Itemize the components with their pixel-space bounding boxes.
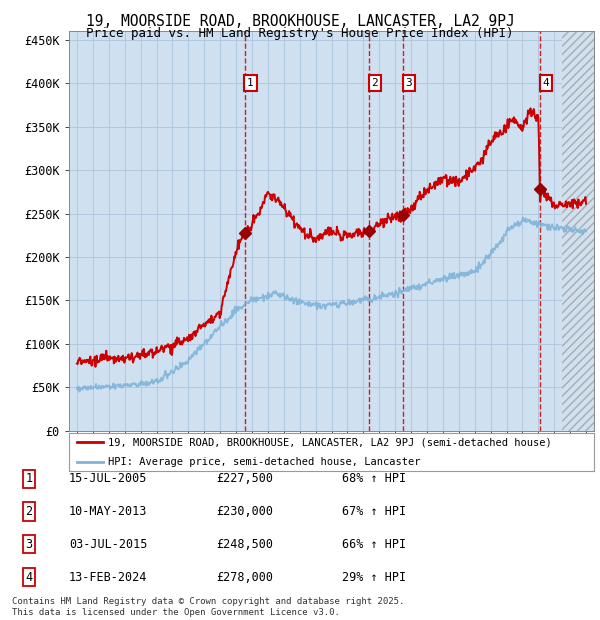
Bar (562, 31, 594, 431)
Text: 2: 2 (371, 78, 378, 88)
Text: 3: 3 (25, 538, 32, 551)
Text: £278,000: £278,000 (216, 571, 273, 583)
Text: 66% ↑ HPI: 66% ↑ HPI (342, 538, 406, 551)
Text: 19, MOORSIDE ROAD, BROOKHOUSE, LANCASTER, LA2 9PJ: 19, MOORSIDE ROAD, BROOKHOUSE, LANCASTER… (86, 14, 514, 29)
Text: 3: 3 (406, 78, 412, 88)
Text: £227,500: £227,500 (216, 472, 273, 485)
Text: 15-JUL-2005: 15-JUL-2005 (69, 472, 148, 485)
Text: HPI: Average price, semi-detached house, Lancaster: HPI: Average price, semi-detached house,… (109, 456, 421, 467)
Text: 1: 1 (25, 472, 32, 485)
Text: 4: 4 (542, 78, 550, 88)
Text: 68% ↑ HPI: 68% ↑ HPI (342, 472, 406, 485)
Text: Price paid vs. HM Land Registry's House Price Index (HPI): Price paid vs. HM Land Registry's House … (86, 27, 514, 40)
Text: Contains HM Land Registry data © Crown copyright and database right 2025.
This d: Contains HM Land Registry data © Crown c… (12, 598, 404, 617)
Text: 4: 4 (25, 571, 32, 583)
Text: 03-JUL-2015: 03-JUL-2015 (69, 538, 148, 551)
Text: £230,000: £230,000 (216, 505, 273, 518)
Text: 2: 2 (25, 505, 32, 518)
Text: 29% ↑ HPI: 29% ↑ HPI (342, 571, 406, 583)
Text: 1: 1 (247, 78, 254, 88)
Text: 19, MOORSIDE ROAD, BROOKHOUSE, LANCASTER, LA2 9PJ (semi-detached house): 19, MOORSIDE ROAD, BROOKHOUSE, LANCASTER… (109, 437, 552, 448)
Text: 67% ↑ HPI: 67% ↑ HPI (342, 505, 406, 518)
Polygon shape (562, 31, 594, 431)
Text: £248,500: £248,500 (216, 538, 273, 551)
Text: 10-MAY-2013: 10-MAY-2013 (69, 505, 148, 518)
Text: 13-FEB-2024: 13-FEB-2024 (69, 571, 148, 583)
